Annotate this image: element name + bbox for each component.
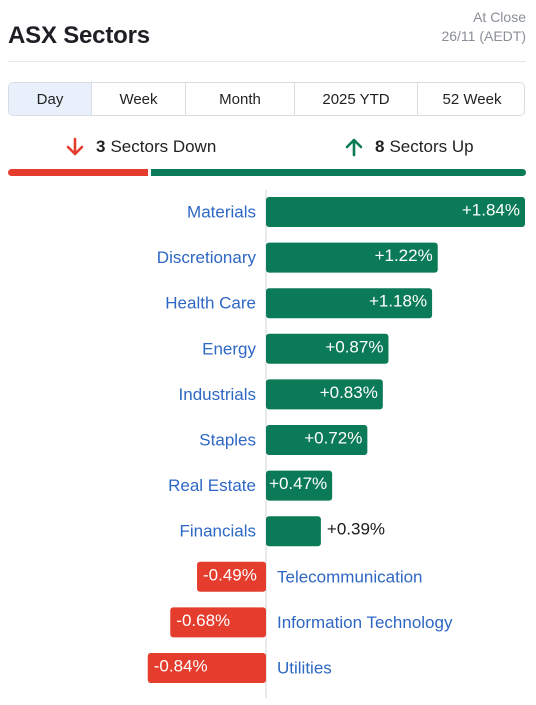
sectors-down-label: Sectors Down bbox=[110, 137, 217, 156]
bar-value-label: +1.22% bbox=[375, 246, 433, 265]
bar-utilities bbox=[147, 653, 266, 683]
sector-label[interactable]: Materials bbox=[187, 203, 256, 222]
arrow-up-icon bbox=[345, 138, 363, 157]
bar-industrials bbox=[266, 379, 383, 410]
sector-performance-chart: +1.84% Materials +1.22% Discretionary +1.18%… bbox=[147, 190, 525, 698]
sectors-up-label: Sectors Up bbox=[389, 137, 474, 156]
sector-label[interactable]: Information Technology bbox=[277, 613, 453, 632]
sectors-up-summary: 8 Sectors Up bbox=[343, 136, 474, 158]
sector-label[interactable]: Telecommunication bbox=[277, 567, 423, 586]
bar-value-label: -0.49% bbox=[203, 565, 257, 584]
sector-label[interactable]: Financials bbox=[179, 522, 256, 541]
sector-label[interactable]: Staples bbox=[199, 431, 256, 450]
sectors-up-count: 8 bbox=[375, 137, 385, 156]
sector-label[interactable]: Industrials bbox=[179, 385, 256, 404]
tab-week[interactable]: Week bbox=[92, 83, 186, 115]
sector-label[interactable]: Utilities bbox=[277, 659, 332, 678]
bar-value-label: -0.68% bbox=[176, 611, 230, 630]
status-label: At Close bbox=[473, 9, 526, 25]
sector-label[interactable]: Health Care bbox=[165, 294, 256, 313]
tab-month[interactable]: Month bbox=[186, 83, 295, 115]
tab-ytd[interactable]: 2025 YTD bbox=[295, 83, 418, 115]
bar-value-label: +1.84% bbox=[462, 201, 520, 220]
bar-value-label: +1.18% bbox=[369, 292, 427, 311]
bar-financials bbox=[266, 516, 321, 547]
bar-value-label: +0.47% bbox=[269, 474, 327, 493]
bar-discretionary bbox=[266, 242, 438, 273]
bar-energy bbox=[266, 333, 389, 364]
ratio-bar-up bbox=[151, 169, 526, 176]
header: ASX Sectors At Close 26/11 (AEDT) bbox=[8, 8, 526, 62]
page-title: ASX Sectors bbox=[8, 22, 150, 49]
status-date: 26/11 (AEDT) bbox=[441, 28, 526, 44]
sector-ratio-bar bbox=[8, 169, 526, 176]
arrow-down-icon bbox=[66, 137, 84, 156]
tab-day[interactable]: Day bbox=[9, 83, 92, 115]
sector-summary: 3 Sectors Down 8 Sectors Up bbox=[8, 132, 526, 162]
bar-staples bbox=[266, 425, 368, 455]
market-status: At Close 26/11 (AEDT) bbox=[441, 8, 526, 46]
tab-52-week[interactable]: 52 Week bbox=[442, 90, 502, 108]
bar-telecommunication bbox=[197, 561, 266, 592]
sectors-down-summary: 3 Sectors Down bbox=[64, 136, 216, 158]
sector-label[interactable]: Discretionary bbox=[157, 248, 257, 267]
bar-value-label: -0.84% bbox=[154, 657, 208, 676]
bar-materials bbox=[266, 197, 525, 227]
bar-value-label: +0.83% bbox=[320, 383, 378, 402]
ratio-bar-down bbox=[8, 169, 148, 176]
bar-value-label: +0.87% bbox=[325, 337, 383, 356]
bar-value-label: +0.72% bbox=[304, 429, 362, 448]
period-tabs: Day Week Month 2025 YTD 52 Week bbox=[8, 82, 525, 116]
sector-label[interactable]: Real Estate bbox=[168, 476, 256, 495]
bar-real-estate bbox=[266, 470, 333, 501]
sector-label[interactable]: Energy bbox=[202, 339, 256, 358]
bar-value-label: +0.39% bbox=[327, 520, 385, 539]
bar-information-technology bbox=[170, 607, 266, 638]
bar-health-care bbox=[266, 288, 433, 319]
sectors-down-count: 3 bbox=[96, 137, 106, 156]
